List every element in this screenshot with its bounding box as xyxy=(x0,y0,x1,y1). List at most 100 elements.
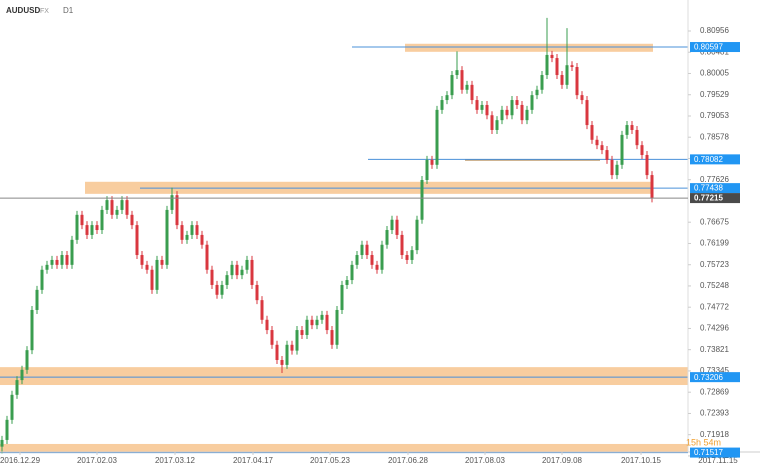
candle-body xyxy=(485,104,489,116)
candle-body xyxy=(445,95,449,101)
y-tick-label: 0.77626 xyxy=(700,175,729,184)
candle-body xyxy=(90,225,94,235)
candle-body xyxy=(320,314,324,320)
candle-body xyxy=(380,244,384,270)
symbol: AUDUSD xyxy=(6,6,40,15)
candle-body xyxy=(295,330,299,351)
candle-body xyxy=(555,58,559,76)
candle-body xyxy=(355,255,359,265)
candle-body xyxy=(570,65,574,67)
candle-body xyxy=(350,264,354,281)
candle-body xyxy=(255,284,259,301)
candle-body xyxy=(545,54,549,76)
candle-body xyxy=(245,259,249,270)
candle-body xyxy=(160,259,164,265)
candle-body xyxy=(170,195,174,210)
zone xyxy=(0,367,688,386)
candle-body xyxy=(235,264,239,276)
zone xyxy=(0,443,688,452)
candle-body xyxy=(525,109,529,121)
candle-body xyxy=(460,70,464,90)
last-price-box xyxy=(690,193,740,204)
candle-body xyxy=(550,54,554,59)
candle-body xyxy=(30,309,34,351)
candle-body xyxy=(20,369,24,381)
zone xyxy=(405,43,653,52)
candle-body xyxy=(480,104,484,110)
candle-body xyxy=(345,280,349,285)
candle-body xyxy=(210,269,214,285)
candle-body xyxy=(15,380,19,395)
x-tick-label: 2017.06.28 xyxy=(388,456,429,465)
candle-body xyxy=(610,159,614,176)
y-tick-label: 0.80005 xyxy=(700,69,729,78)
x-tick-label: 2017.05.23 xyxy=(310,456,351,465)
candle-body xyxy=(215,284,219,295)
y-tick-label: 0.76199 xyxy=(700,239,729,248)
candle-body xyxy=(35,289,39,310)
plot-area xyxy=(0,17,688,454)
candle-body xyxy=(590,125,594,140)
level-label: 0.80597 xyxy=(694,43,723,52)
candle-body xyxy=(360,244,364,256)
candle-body xyxy=(630,125,634,130)
candle-body xyxy=(70,239,74,265)
candle-body xyxy=(495,120,499,130)
candle-body xyxy=(415,219,419,251)
candle-body xyxy=(220,284,224,295)
candle-body xyxy=(615,164,619,176)
candle-body xyxy=(535,89,539,96)
candle-body xyxy=(270,330,274,345)
candle-body xyxy=(470,84,474,101)
candle-body xyxy=(25,350,29,370)
candle-body xyxy=(250,259,254,285)
candle-body xyxy=(175,195,179,226)
candle-body xyxy=(240,269,244,276)
candle-body xyxy=(95,225,99,231)
candle-body xyxy=(130,214,134,226)
candle-body xyxy=(420,179,424,220)
level-label-box xyxy=(690,42,740,53)
candle-body xyxy=(575,66,579,96)
candle-body xyxy=(85,225,89,235)
candle-body xyxy=(375,264,379,270)
candle-body xyxy=(65,255,69,265)
candle-body xyxy=(80,214,84,226)
candle-body xyxy=(260,300,264,320)
level-label-box xyxy=(690,447,740,458)
candle-body xyxy=(315,319,319,326)
candle-body xyxy=(530,95,534,110)
candle-body xyxy=(540,75,544,90)
candle-body xyxy=(475,100,479,110)
candle-body xyxy=(135,225,139,256)
y-tick-label: 0.74296 xyxy=(700,324,729,333)
candle-body xyxy=(505,109,509,116)
candle-body xyxy=(465,84,469,90)
candle-body xyxy=(105,200,109,210)
candle-body xyxy=(100,209,104,231)
x-tick-label: 2017.09.08 xyxy=(542,456,583,465)
candle-body xyxy=(490,115,494,130)
y-tick-label: 0.76675 xyxy=(700,217,729,226)
level-label-box xyxy=(690,372,740,383)
candle-body xyxy=(645,154,649,176)
candle-body xyxy=(125,200,129,215)
y-tick-label: 0.74772 xyxy=(700,302,729,311)
bar-timer: 15h 54m xyxy=(686,437,721,447)
candle-body xyxy=(450,75,454,96)
y-tick-label: 0.72869 xyxy=(700,387,729,396)
candle-body xyxy=(180,225,184,240)
candle-body xyxy=(50,259,54,265)
candle-body xyxy=(10,394,14,420)
level-label-box xyxy=(690,154,740,165)
candle-body xyxy=(115,209,119,215)
candle-body xyxy=(340,284,344,310)
candle-body xyxy=(600,145,604,151)
y-tick-label: 0.79529 xyxy=(700,90,729,99)
candle-body xyxy=(0,439,4,447)
candle-body xyxy=(300,330,304,335)
candle-body xyxy=(195,225,199,235)
candle-body xyxy=(635,129,639,146)
